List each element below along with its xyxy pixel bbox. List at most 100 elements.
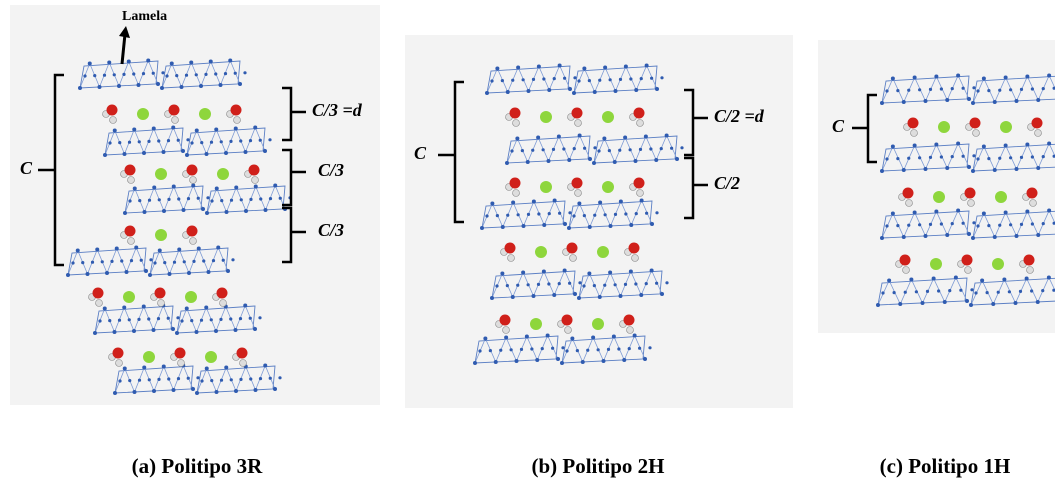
atom [945,98,949,102]
hydrogen [1035,130,1042,137]
spacing-label: C/2 [714,173,740,193]
atom [128,379,131,382]
atom [163,261,166,264]
anion [530,318,542,330]
atom [279,197,282,200]
atom [1008,290,1011,293]
atom [619,200,623,204]
anion [540,111,552,123]
spacing-label: C/3 =d [312,100,363,120]
atom [162,209,166,213]
atom [971,101,975,105]
atom [240,198,243,201]
atom [167,198,170,201]
atom [558,212,561,215]
atom [185,74,188,77]
atom [239,317,242,320]
atom [918,156,921,159]
atom [891,212,895,216]
atom [118,319,121,322]
oxygen [562,315,573,326]
atom [147,140,150,143]
atom [643,357,647,361]
hydrogen [637,120,644,127]
atom [185,307,189,311]
atom [934,210,938,214]
anion [938,121,950,133]
atom [66,273,70,277]
atom [220,199,223,202]
oxygen [629,243,640,254]
atom [896,224,899,227]
atom [505,161,509,165]
atom [238,82,242,86]
oxygen [900,255,911,266]
atom [1009,223,1012,226]
atom [583,214,586,217]
atom [138,140,141,143]
atom [650,77,653,80]
atom [500,272,504,276]
atom [146,59,150,63]
atom [1015,99,1019,103]
atom [967,232,971,236]
atom [506,90,510,94]
spacing-label: C/2 =d [714,106,765,126]
atom [140,259,143,262]
atom [101,260,104,263]
anion [930,258,942,270]
atom [123,152,127,156]
figure: Lamela C C/3 =d C/3 C/3 C C/2 =d C/2 C (… [0,0,1055,486]
atom [1042,155,1045,158]
atom [478,349,481,352]
atom [583,147,586,150]
atom [665,134,669,138]
atom [608,271,612,275]
atom [157,139,160,142]
atom [1042,222,1045,225]
atom [650,222,654,226]
atom [885,224,888,227]
atom [172,388,176,392]
atom [532,78,535,81]
atom [244,209,248,213]
atom [932,277,936,281]
atom [122,306,126,310]
atom [216,246,220,250]
atom [634,159,638,163]
atom [527,283,530,286]
oxygen [93,288,104,299]
atom [142,366,146,370]
atom [548,212,551,215]
atom [254,388,258,392]
atom [982,212,986,216]
atom [902,100,906,104]
atom [91,261,94,264]
anion [995,191,1007,203]
atom [993,235,997,239]
atom [945,233,949,237]
atom [210,318,213,321]
atom [987,89,990,92]
atom [259,197,262,200]
atom [532,294,536,298]
atom [609,78,612,81]
atom [1031,87,1034,90]
atom [948,289,951,292]
anion [155,168,167,180]
hydrogen [575,120,582,127]
atom [490,202,494,206]
atom [608,149,611,152]
atom [629,223,633,227]
atom [189,61,193,65]
anion [592,318,604,330]
atom [587,272,591,276]
atom [243,71,246,74]
atom [563,222,567,226]
atom [249,377,252,380]
atom [921,301,925,305]
atom [148,273,152,277]
atom [210,379,213,382]
atom [490,79,493,82]
atom [93,74,96,77]
